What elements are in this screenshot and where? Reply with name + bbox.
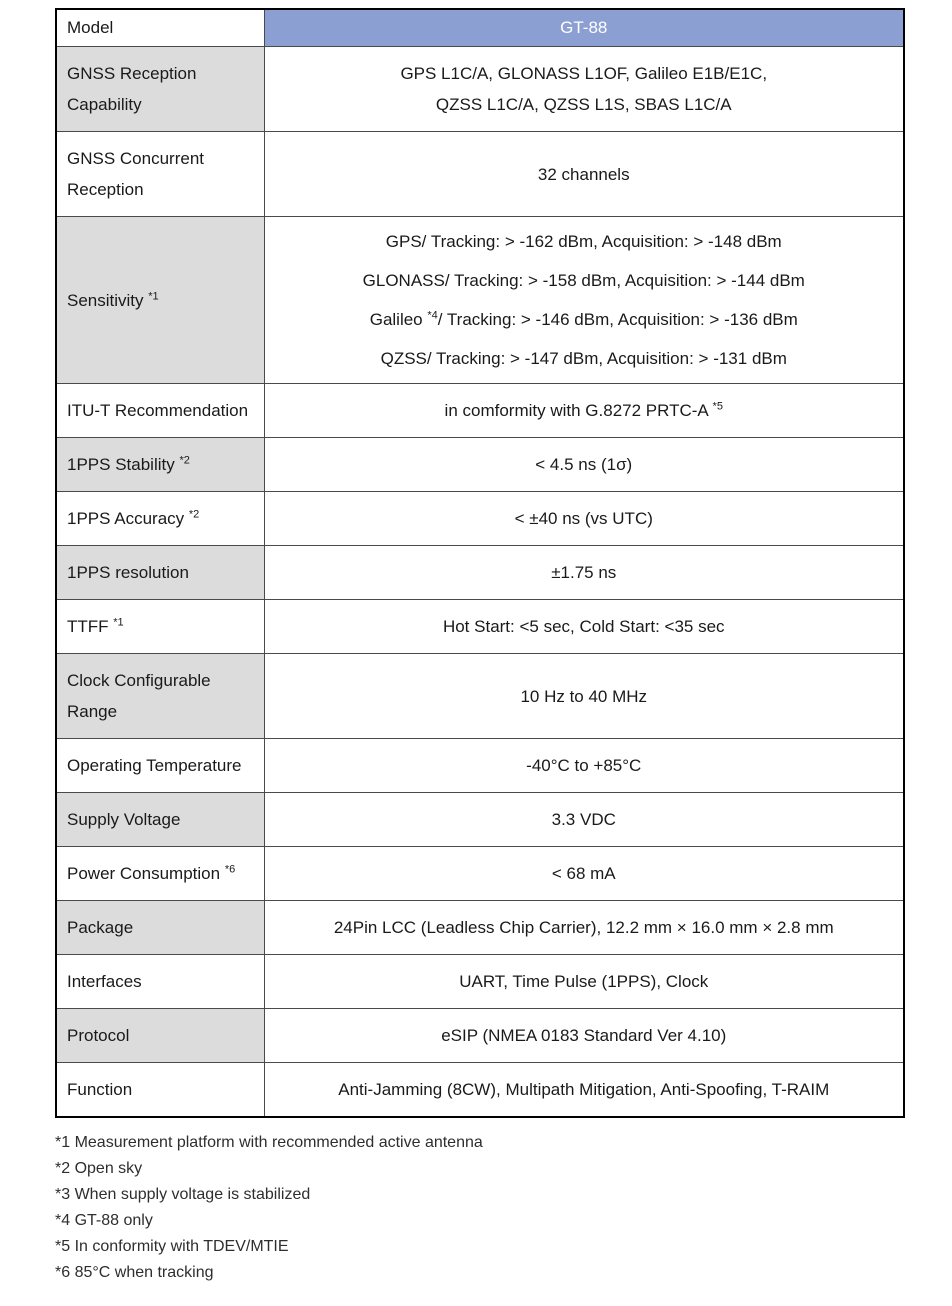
- row-label: Power Consumption *6: [55, 846, 265, 901]
- value-line: GLONASS/ Tracking: > -158 dBm, Acquisiti…: [362, 271, 805, 290]
- value-line: QZSS/ Tracking: > -147 dBm, Acquisition:…: [380, 349, 787, 368]
- footnote-marker: *6: [224, 863, 236, 876]
- row-value: 32 channels: [263, 131, 905, 217]
- footnote-marker: *5: [712, 400, 723, 413]
- table-row: Package 24Pin LCC (Leadless Chip Carrier)…: [55, 900, 905, 955]
- footnote-line: *3 When supply voltage is stabilized: [55, 1186, 311, 1203]
- footnote-line: *4 GT-88 only: [55, 1212, 153, 1229]
- table-row: GNSS Concurrent Reception 32 channels: [55, 131, 905, 217]
- row-label: Sensitivity *1: [55, 216, 265, 384]
- row-value: GPS/ Tracking: > -162 dBm, Acquisition: …: [263, 216, 905, 384]
- row-label: Operating Temperature: [55, 738, 265, 793]
- row-label: Clock Configurable Range: [55, 653, 265, 739]
- value-line: < 68 mA: [551, 864, 616, 883]
- row-value: UART, Time Pulse (1PPS), Clock: [263, 954, 905, 1009]
- value-line: GPS L1C/A, GLONASS L1OF, Galileo E1B/E1C…: [400, 64, 768, 83]
- row-label: Interfaces: [55, 954, 265, 1009]
- value-line: QZSS L1C/A, QZSS L1S, SBAS L1C/A: [435, 95, 732, 114]
- row-label: GNSS Reception Capability: [55, 46, 265, 132]
- table-row: 1PPS Accuracy *2 < ±40 ns (vs UTC): [55, 491, 905, 546]
- footnote-line: *2 Open sky: [55, 1160, 143, 1177]
- table-row: 1PPS resolution ±1.75 ns: [55, 545, 905, 600]
- row-label: Package: [55, 900, 265, 955]
- row-value: < 68 mA: [263, 846, 905, 901]
- row-label: ITU-T Recommendation: [55, 383, 265, 438]
- value-line: eSIP (NMEA 0183 Standard Ver 4.10): [441, 1026, 727, 1045]
- value-line: < ±40 ns (vs UTC): [514, 509, 653, 528]
- row-label: 1PPS Accuracy *2: [55, 491, 265, 546]
- row-value: GPS L1C/A, GLONASS L1OF, Galileo E1B/E1C…: [263, 46, 905, 132]
- spec-table: Model GT-88 GNSS Reception Capability GPS…: [55, 8, 905, 1118]
- value-line: 10 Hz to 40 MHz: [520, 686, 648, 706]
- row-value: Hot Start: <5 sec, Cold Start: <35 sec: [263, 599, 905, 654]
- table-row: 1PPS Stability *2 < 4.5 ns (1σ): [55, 437, 905, 492]
- row-label: 1PPS Stability *2: [55, 437, 265, 492]
- footnote-marker: *4: [427, 309, 438, 322]
- row-value: 3.3 VDC: [263, 792, 905, 847]
- footnote-marker: *1: [113, 616, 124, 629]
- value-line: Hot Start: <5 sec, Cold Start: <35 sec: [442, 617, 725, 636]
- value-line: Galileo *4/ Tracking: > -146 dBm, Acquis…: [369, 309, 798, 329]
- row-label: Supply Voltage: [55, 792, 265, 847]
- value-line: 24Pin LCC (Leadless Chip Carrier), 12.2 …: [333, 918, 834, 937]
- row-value: 24Pin LCC (Leadless Chip Carrier), 12.2 …: [263, 900, 905, 955]
- row-value: -40°C to +85°C: [263, 738, 905, 793]
- table-row: Sensitivity *1 GPS/ Tracking: > -162 dBm,…: [55, 216, 905, 384]
- row-value: 10 Hz to 40 MHz: [263, 653, 905, 739]
- value-line: 32 channels: [537, 164, 630, 184]
- footnote-line: *5 In conformity with TDEV/MTIE: [55, 1238, 289, 1255]
- footnote-marker: *2: [188, 508, 200, 521]
- table-row: ITU-T Recommendation in comformity with G…: [55, 383, 905, 438]
- table-row: Operating Temperature -40°C to +85°C: [55, 738, 905, 793]
- table-row: Interfaces UART, Time Pulse (1PPS), Clock: [55, 954, 905, 1009]
- value-line: ±1.75 ns: [551, 563, 617, 582]
- table-row: Power Consumption *6 < 68 mA: [55, 846, 905, 901]
- row-label: Protocol: [55, 1008, 265, 1063]
- table-row: Clock Configurable Range 10 Hz to 40 MHz: [55, 653, 905, 739]
- value-line: GPS/ Tracking: > -162 dBm, Acquisition: …: [385, 232, 782, 251]
- table-row: GNSS Reception Capability GPS L1C/A, GLON…: [55, 46, 905, 132]
- value-line: Anti-Jamming (8CW), Multipath Mitigation…: [338, 1080, 830, 1099]
- value-line: UART, Time Pulse (1PPS), Clock: [459, 972, 709, 991]
- table-row: Function Anti-Jamming (8CW), Multipath Mi…: [55, 1062, 905, 1118]
- row-label: Function: [55, 1062, 265, 1118]
- row-label: TTFF *1: [55, 599, 265, 654]
- row-label: GNSS Concurrent Reception: [55, 131, 265, 217]
- row-value: in comformity with G.8272 PRTC-A *5: [263, 383, 905, 438]
- value-line: in comformity with G.8272 PRTC-A *5: [444, 400, 723, 420]
- footnote-line: *1 Measurement platform with recommended…: [55, 1134, 483, 1151]
- row-value: < 4.5 ns (1σ): [263, 437, 905, 492]
- footnote-marker: *1: [148, 289, 159, 302]
- row-label: 1PPS resolution: [55, 545, 265, 600]
- footnote-marker: *2: [179, 454, 190, 467]
- model-header-value: GT-88: [263, 8, 905, 47]
- row-value: ±1.75 ns: [263, 545, 905, 600]
- value-line: -40°C to +85°C: [526, 756, 642, 775]
- row-value: < ±40 ns (vs UTC): [263, 491, 905, 546]
- value-line: 3.3 VDC: [551, 810, 616, 829]
- table-row: Protocol eSIP (NMEA 0183 Standard Ver 4.1…: [55, 1008, 905, 1063]
- table-row: Supply Voltage 3.3 VDC: [55, 792, 905, 847]
- footnotes: *1 Measurement platform with recommended…: [55, 1130, 905, 1286]
- row-value: Anti-Jamming (8CW), Multipath Mitigation…: [263, 1062, 905, 1118]
- row-value: eSIP (NMEA 0183 Standard Ver 4.10): [263, 1008, 905, 1063]
- table-row: TTFF *1 Hot Start: <5 sec, Cold Start: <3…: [55, 599, 905, 654]
- model-header-label: Model: [55, 8, 265, 47]
- footnote-line: *6 85°C when tracking: [55, 1264, 214, 1281]
- spec-table-body: GNSS Reception Capability GPS L1C/A, GLON…: [55, 46, 905, 1118]
- value-line: < 4.5 ns (1σ): [535, 455, 633, 474]
- header-row: Model GT-88: [55, 8, 905, 47]
